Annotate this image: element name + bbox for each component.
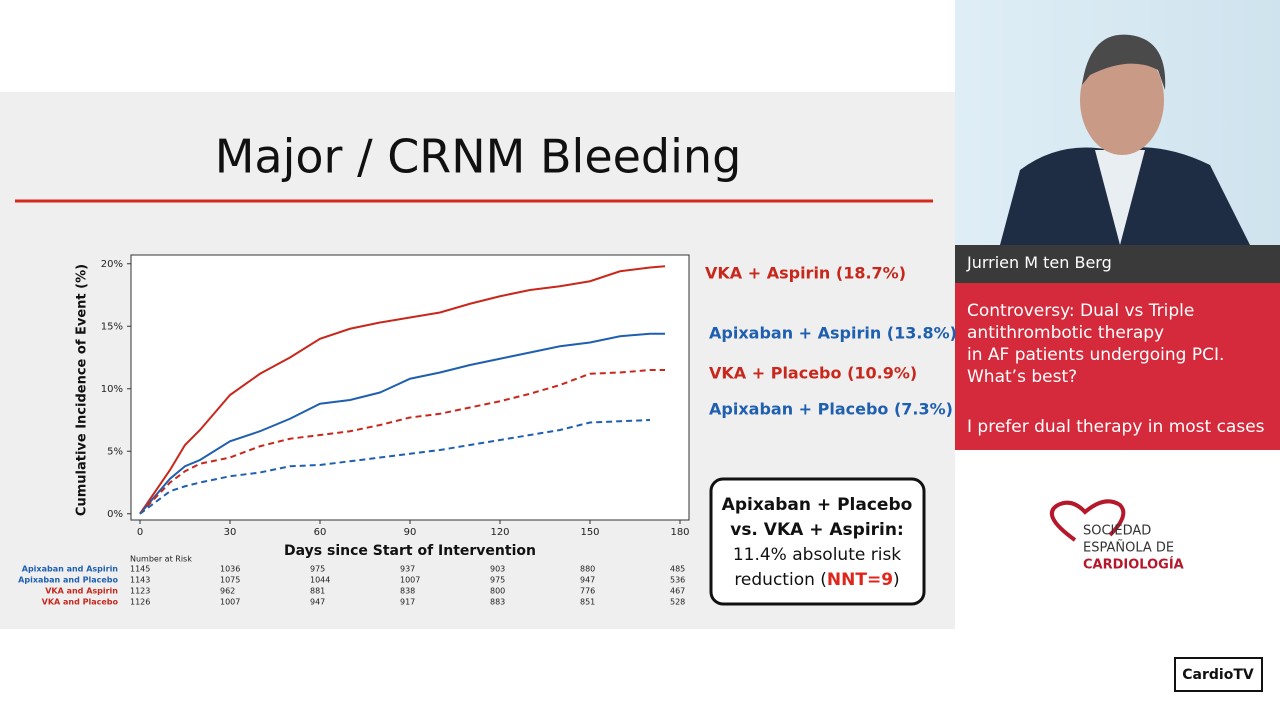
risk-value: 962: [220, 587, 235, 596]
x-tick-label: 120: [490, 527, 509, 538]
callout-box: [709, 477, 926, 606]
risk-value: 1126: [130, 598, 150, 607]
y-tick-label: 0%: [107, 509, 123, 520]
risk-value: 467: [670, 587, 685, 596]
legend-label: Apixaban + Placebo (7.3%): [709, 400, 953, 419]
callout-line: Apixaban + Placebo: [722, 495, 913, 515]
topic-subtitle: I prefer dual therapy in most cases: [967, 417, 1265, 437]
topic-panel: [955, 283, 1280, 450]
risk-value: 937: [400, 565, 415, 574]
risk-value: 1143: [130, 576, 150, 585]
series-line: [139, 265, 666, 515]
risk-value: 1007: [400, 576, 420, 585]
topic: Controversy: Dual vs Triple antithromboti…: [967, 300, 1224, 388]
legend-label: VKA + Aspirin (18.7%): [705, 264, 906, 283]
risk-value: 881: [310, 587, 325, 596]
logo-text: CARDIOLOGÍA: [1083, 557, 1184, 573]
risk-value: 838: [400, 587, 415, 596]
risk-value: 1044: [310, 576, 330, 585]
risk-value: 1123: [130, 587, 150, 596]
y-axis-label: Cumulative Incidence of Event (%): [75, 264, 90, 516]
x-tick-label: 90: [404, 527, 417, 538]
slide-title: Major / CRNM Bleeding: [215, 130, 742, 184]
callout-text: ): [893, 570, 900, 590]
risk-value: 880: [580, 565, 595, 574]
series-line: [139, 419, 651, 515]
channel-badge: [1174, 657, 1263, 692]
series-line: [139, 332, 665, 515]
risk-value: 903: [490, 565, 505, 574]
y-tick-label: 20%: [101, 259, 123, 270]
legend-label: VKA + Placebo (10.9%): [709, 364, 917, 383]
callout-line: reduction (NNT=9): [734, 570, 899, 590]
topic-line: What’s best?: [967, 367, 1078, 387]
callout-highlight: NNT=9: [827, 570, 893, 590]
risk-row-label: VKA and Aspirin: [45, 587, 118, 596]
risk-value: 917: [400, 598, 415, 607]
risk-value: 947: [310, 598, 325, 607]
channel-name: CardioTV: [1182, 667, 1254, 683]
risk-value: 1007: [220, 598, 240, 607]
logo-heart: [1049, 499, 1126, 542]
risk-row-label: VKA and Placebo: [42, 598, 119, 607]
y-tick-label: 5%: [107, 446, 123, 457]
risk-value: 485: [670, 565, 685, 574]
logo-text: SOCIEDAD: [1083, 524, 1151, 539]
risk-value: 528: [670, 598, 685, 607]
risk-value: 975: [490, 576, 505, 585]
risk-value: 947: [580, 576, 595, 585]
speaker-video: [955, 0, 1280, 245]
risk-row-label: Apixaban and Placebo: [18, 576, 118, 585]
risk-table-title: Number at Risk: [130, 555, 192, 564]
logo-text: ESPAÑOLA DE: [1083, 540, 1174, 556]
topic-line: antithrombotic therapy: [967, 323, 1165, 343]
risk-value: 800: [490, 587, 505, 596]
topic-line: in AF patients undergoing PCI.: [967, 345, 1225, 365]
series-line: [139, 369, 665, 515]
risk-value: 536: [670, 576, 685, 585]
name-bar: [955, 245, 1280, 283]
risk-value: 776: [580, 587, 595, 596]
y-tick-label: 10%: [101, 384, 123, 395]
x-axis-label: Days since Start of Intervention: [284, 543, 536, 559]
legend-label: Apixaban + Aspirin (13.8%): [709, 324, 957, 343]
y-tick-label: 15%: [101, 321, 123, 332]
x-tick-label: 150: [580, 527, 599, 538]
speaker-name: Jurrien M ten Berg: [967, 253, 1112, 272]
topic-line: Controversy: Dual vs Triple: [967, 301, 1195, 321]
risk-value: 1036: [220, 565, 240, 574]
x-tick-label: 0: [137, 527, 143, 538]
x-tick-label: 30: [224, 527, 237, 538]
risk-row-label: Apixaban and Aspirin: [22, 565, 119, 574]
callout-line: 11.4% absolute risk: [733, 545, 901, 565]
callout-line: vs. VKA + Aspirin:: [730, 520, 904, 540]
callout-text: reduction (: [734, 570, 827, 590]
risk-value: 1075: [220, 576, 240, 585]
x-tick-label: 60: [314, 527, 327, 538]
risk-value: 975: [310, 565, 325, 574]
risk-value: 1145: [130, 565, 150, 574]
risk-value: 883: [490, 598, 505, 607]
risk-value: 851: [580, 598, 595, 607]
x-tick-label: 180: [670, 527, 689, 538]
